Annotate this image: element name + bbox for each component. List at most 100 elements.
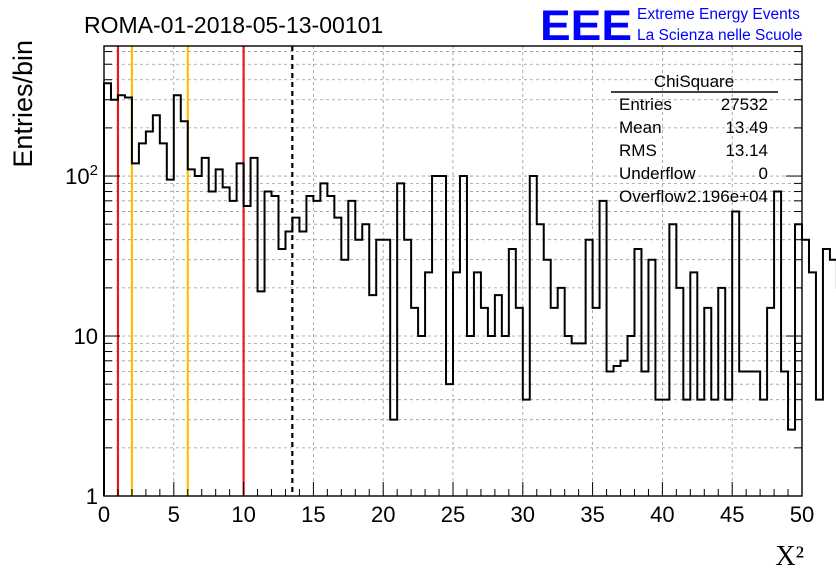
histogram-bin: [607, 372, 614, 496]
y-tick-label: 1: [86, 484, 98, 509]
tick-labels: 0 5 10 15 20 25 30 35 40 45 50 1 10 102: [65, 162, 814, 527]
x-tick-label: 20: [371, 502, 395, 527]
histogram-bin: [781, 372, 788, 496]
histogram-bin: [537, 224, 544, 496]
histogram-bin: [223, 187, 230, 496]
y-tick-label: 102: [65, 162, 98, 189]
histogram-bin: [795, 224, 802, 496]
histogram-bin: [153, 115, 160, 496]
histogram-bin: [209, 192, 216, 496]
histogram-bin: [230, 201, 237, 496]
reference-lines: [116, 46, 294, 496]
histogram-bin: [104, 83, 111, 496]
histogram-bin: [362, 224, 369, 496]
histogram-bin: [216, 169, 223, 496]
histogram-bin: [509, 249, 516, 496]
x-tick-label: 5: [168, 502, 180, 527]
histogram-bin: [788, 430, 795, 496]
stats-value-entries: 27532: [721, 95, 768, 114]
histogram-bin: [544, 260, 551, 496]
y-axis-label: Entries/bin: [8, 40, 38, 168]
histogram-bin: [383, 240, 390, 496]
histogram-bin: [614, 366, 621, 496]
x-tick-label: 45: [720, 502, 744, 527]
histogram-bin: [586, 240, 593, 496]
histogram-bin: [202, 158, 209, 496]
x-tick-label: 40: [650, 502, 674, 527]
histogram-bin: [174, 95, 181, 496]
histogram-bin: [355, 240, 362, 496]
x-tick-label: 15: [301, 502, 325, 527]
histogram-bin: [648, 260, 655, 496]
histogram-bin: [467, 336, 474, 496]
x-tick-label: 50: [790, 502, 814, 527]
histogram-bin: [641, 372, 648, 496]
histogram-bin: [732, 212, 739, 496]
histogram-bin: [634, 249, 641, 496]
stats-label-rms: RMS: [619, 141, 657, 160]
histogram-bin: [327, 196, 334, 496]
histogram-bin: [676, 288, 683, 496]
stats-value-underflow: 0: [759, 164, 768, 183]
histogram-bin: [341, 260, 348, 496]
y-tick-label: 10: [74, 324, 98, 349]
histogram-bin: [272, 196, 279, 496]
stats-label-underflow: Underflow: [619, 164, 696, 183]
histogram-bin: [809, 272, 816, 496]
x-tick-label: 35: [580, 502, 604, 527]
histogram-bin: [558, 288, 565, 496]
grid: [104, 46, 802, 496]
histogram-bin: [348, 201, 355, 496]
x-tick-label: 25: [441, 502, 465, 527]
histogram-bin: [802, 240, 809, 496]
histogram-bin: [502, 336, 509, 496]
histogram-bin: [369, 295, 376, 496]
stats-label-overflow: Overflow: [619, 187, 687, 206]
stats-label-entries: Entries: [619, 95, 672, 114]
histogram-bin: [160, 143, 167, 496]
histogram-bin: [621, 361, 628, 496]
histogram-bin: [488, 336, 495, 496]
logo: EEE Extreme Energy Events La Scienza nel…: [540, 2, 802, 50]
stats-title: ChiSquare: [654, 72, 734, 91]
histogram-bin: [279, 249, 286, 496]
stats-value-rms: 13.14: [725, 141, 768, 160]
stats-label-mean: Mean: [619, 118, 662, 137]
histogram-bin: [390, 420, 397, 496]
stats-value-mean: 13.49: [725, 118, 768, 137]
histogram-bin: [404, 240, 411, 496]
chart-title: ROMA-01-2018-05-13-00101: [84, 12, 383, 38]
histogram-bin: [146, 131, 153, 496]
histogram-bin: [669, 224, 676, 496]
x-tick-label: 30: [511, 502, 535, 527]
histogram-bin: [718, 288, 725, 496]
axis-ticks: [103, 51, 803, 497]
histogram-bin: [251, 158, 258, 496]
histogram-bin: [823, 249, 830, 496]
histogram-bin: [746, 372, 753, 496]
histogram-bin: [306, 196, 313, 496]
histogram-bin: [313, 201, 320, 496]
x-tick-label: 10: [231, 502, 255, 527]
histogram-bin: [446, 384, 453, 496]
histogram-bin: [258, 291, 265, 496]
x-axis-label: X²: [775, 541, 804, 572]
histogram-bin: [600, 201, 607, 496]
histogram-bin: [397, 183, 404, 496]
histogram-bin: [816, 400, 823, 496]
histogram-bin: [320, 183, 327, 496]
histogram-bin: [753, 372, 760, 496]
logo-mark: EEE: [540, 2, 632, 50]
histogram-bin: [830, 260, 836, 496]
histogram-bin: [495, 295, 502, 496]
histogram-bin: [299, 232, 306, 496]
histogram-bin: [418, 336, 425, 496]
logo-line2: La Scienza nelle Scuole: [637, 27, 802, 44]
stats-value-overflow: 2.196e+04: [687, 187, 768, 206]
histogram-bin: [265, 192, 272, 496]
histogram-bin: [376, 240, 383, 496]
histogram-bin: [139, 143, 146, 496]
x-tick-label: 0: [98, 502, 110, 527]
histogram-bin: [739, 372, 746, 496]
